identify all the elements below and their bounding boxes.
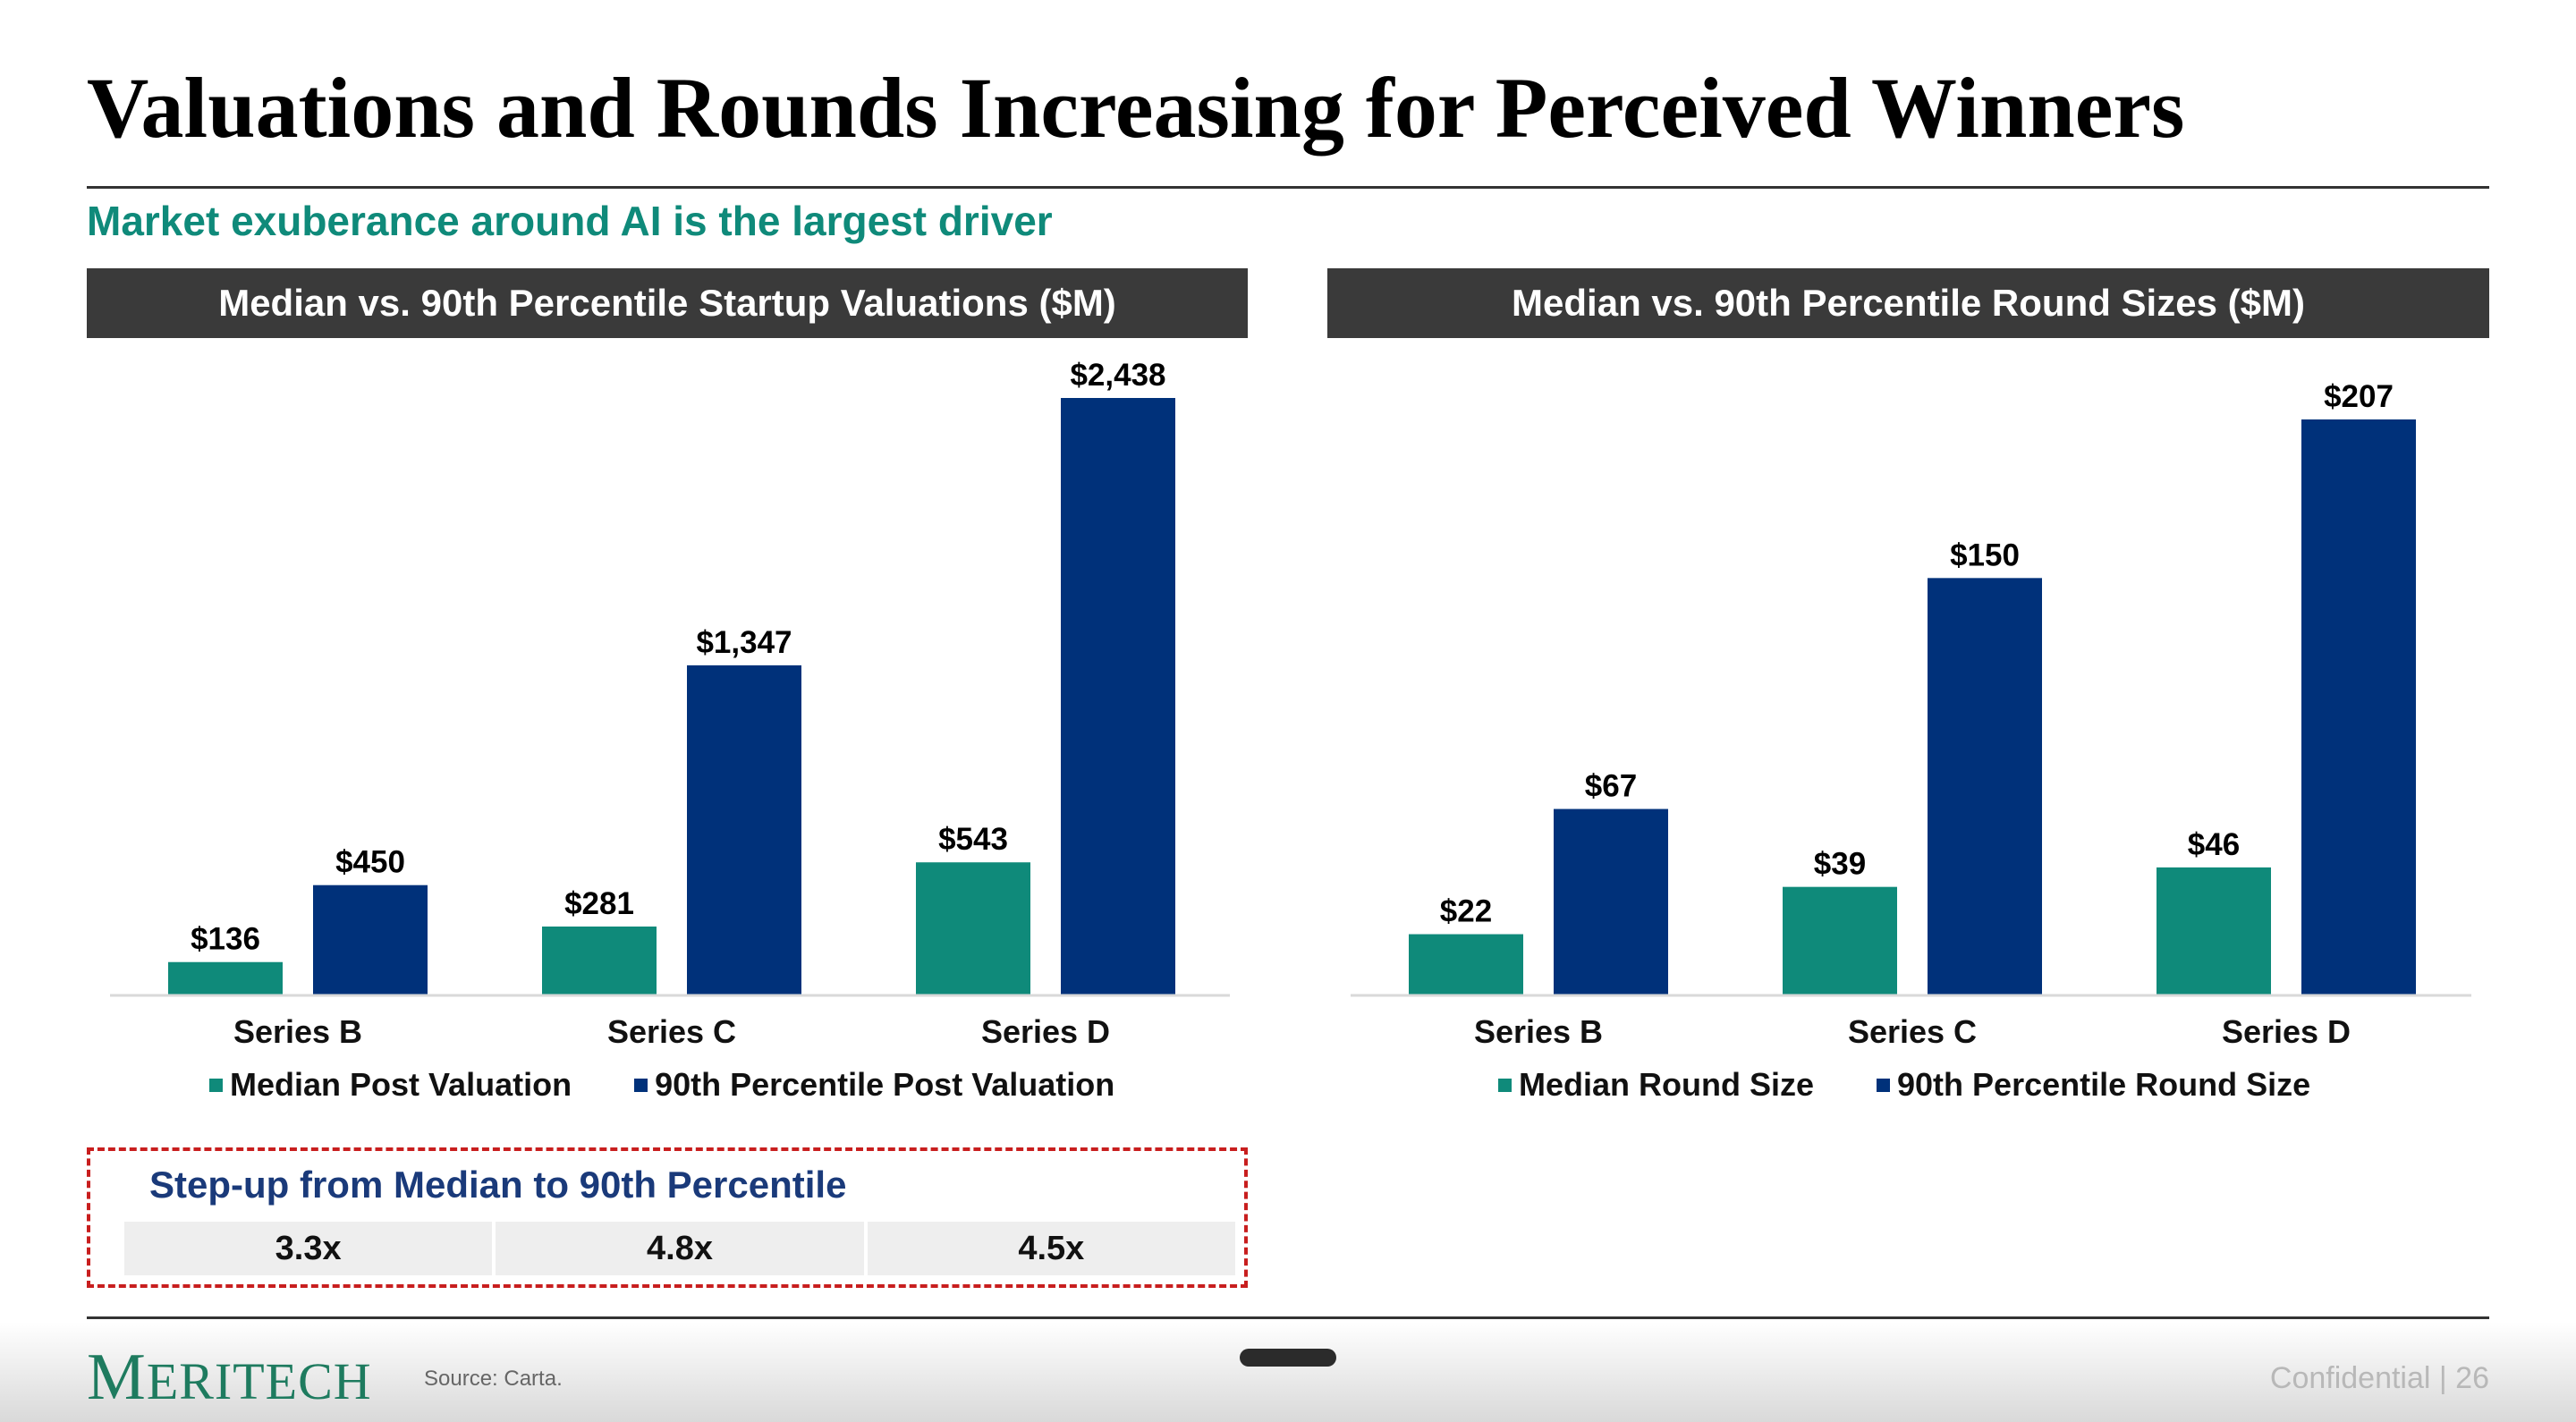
median-swatch bbox=[1498, 1078, 1512, 1092]
round-sizes-chart: $22 $67 Series B $39 $150 Series C $46 $207 Seri… bbox=[1351, 379, 2471, 1050]
category-label: Series D bbox=[2222, 1013, 2351, 1050]
data-label: $543 bbox=[938, 822, 1008, 857]
stepup-value-series-b: 3.3x bbox=[124, 1222, 493, 1275]
bar-median-2 bbox=[2157, 867, 2271, 995]
p90-swatch bbox=[1877, 1078, 1891, 1092]
round-sizes-legend: Median Round Size 90th Percentile Round … bbox=[1498, 1066, 2310, 1104]
category-label: Series C bbox=[607, 1013, 736, 1050]
legend-label: 90th Percentile Post Valuation bbox=[655, 1066, 1115, 1103]
legend-item-p90: 90th Percentile Round Size bbox=[1877, 1066, 2310, 1104]
bar-p90-2 bbox=[1061, 398, 1175, 995]
source-note: Source: Carta. bbox=[424, 1367, 563, 1391]
category-label: Series B bbox=[1474, 1013, 1603, 1050]
stepup-title: Step-up from Median to 90th Percentile bbox=[149, 1164, 847, 1206]
data-label: $136 bbox=[191, 922, 260, 957]
data-label: $450 bbox=[335, 845, 405, 880]
legend-label: Median Post Valuation bbox=[230, 1066, 572, 1103]
data-label: $281 bbox=[564, 886, 634, 921]
data-label: $46 bbox=[2188, 827, 2240, 862]
bar-p90-0 bbox=[313, 885, 428, 995]
bar-median-1 bbox=[542, 927, 657, 995]
stepup-row: 3.3x 4.8x 4.5x bbox=[124, 1222, 1235, 1275]
legend-item-p90: 90th Percentile Post Valuation bbox=[634, 1066, 1114, 1104]
category-label: Series B bbox=[233, 1013, 362, 1050]
stepup-box: Step-up from Median to 90th Percentile 3… bbox=[87, 1147, 1248, 1288]
legend-item-median: Median Round Size bbox=[1498, 1066, 1814, 1104]
round-sizes-chart-header: Median vs. 90th Percentile Round Sizes (… bbox=[1327, 268, 2489, 338]
page-title: Valuations and Rounds Increasing for Per… bbox=[87, 60, 2185, 156]
category-label: Series C bbox=[1848, 1013, 1977, 1050]
bar-p90-1 bbox=[1928, 578, 2042, 995]
footer-divider bbox=[87, 1316, 2489, 1319]
title-divider bbox=[87, 186, 2489, 189]
bar-median-0 bbox=[168, 961, 283, 995]
stepup-value-series-d: 4.5x bbox=[867, 1222, 1235, 1275]
category-label: Series D bbox=[981, 1013, 1110, 1050]
footer bbox=[0, 1322, 2576, 1422]
p90-swatch bbox=[634, 1078, 648, 1092]
legend-label: Median Round Size bbox=[1519, 1066, 1815, 1103]
data-label: $150 bbox=[1950, 537, 2020, 572]
bar-p90-0 bbox=[1554, 808, 1668, 995]
data-label: $1,347 bbox=[696, 625, 792, 660]
data-label: $207 bbox=[2324, 379, 2394, 414]
data-label: $39 bbox=[1814, 847, 1866, 882]
stepup-value-series-c: 4.8x bbox=[496, 1222, 864, 1275]
valuations-legend: Median Post Valuation 90th Percentile Po… bbox=[209, 1066, 1114, 1104]
valuations-chart-header: Median vs. 90th Percentile Startup Valua… bbox=[87, 268, 1248, 338]
logo-rest: ERITECH bbox=[146, 1352, 372, 1410]
bar-median-2 bbox=[916, 862, 1030, 995]
data-label: $22 bbox=[1440, 894, 1492, 929]
legend-label: 90th Percentile Round Size bbox=[1897, 1066, 2311, 1103]
data-label: $67 bbox=[1585, 769, 1637, 804]
bar-p90-1 bbox=[687, 664, 801, 995]
median-swatch bbox=[209, 1078, 223, 1092]
valuations-chart: $136 $450 Series B $281 $1,347 Series C $543 $2… bbox=[110, 358, 1230, 1050]
bar-median-0 bbox=[1409, 934, 1523, 995]
drag-handle[interactable] bbox=[1240, 1349, 1336, 1367]
data-label: $2,438 bbox=[1070, 358, 1165, 393]
meritech-logo: MERITECH bbox=[87, 1340, 372, 1416]
legend-item-median: Median Post Valuation bbox=[209, 1066, 572, 1104]
page-number: Confidential | 26 bbox=[2269, 1361, 2489, 1395]
logo-initial: M bbox=[87, 1341, 147, 1414]
page-subtitle: Market exuberance around AI is the large… bbox=[87, 198, 1053, 244]
bar-p90-2 bbox=[2301, 419, 2416, 995]
bar-median-1 bbox=[1783, 886, 1897, 995]
